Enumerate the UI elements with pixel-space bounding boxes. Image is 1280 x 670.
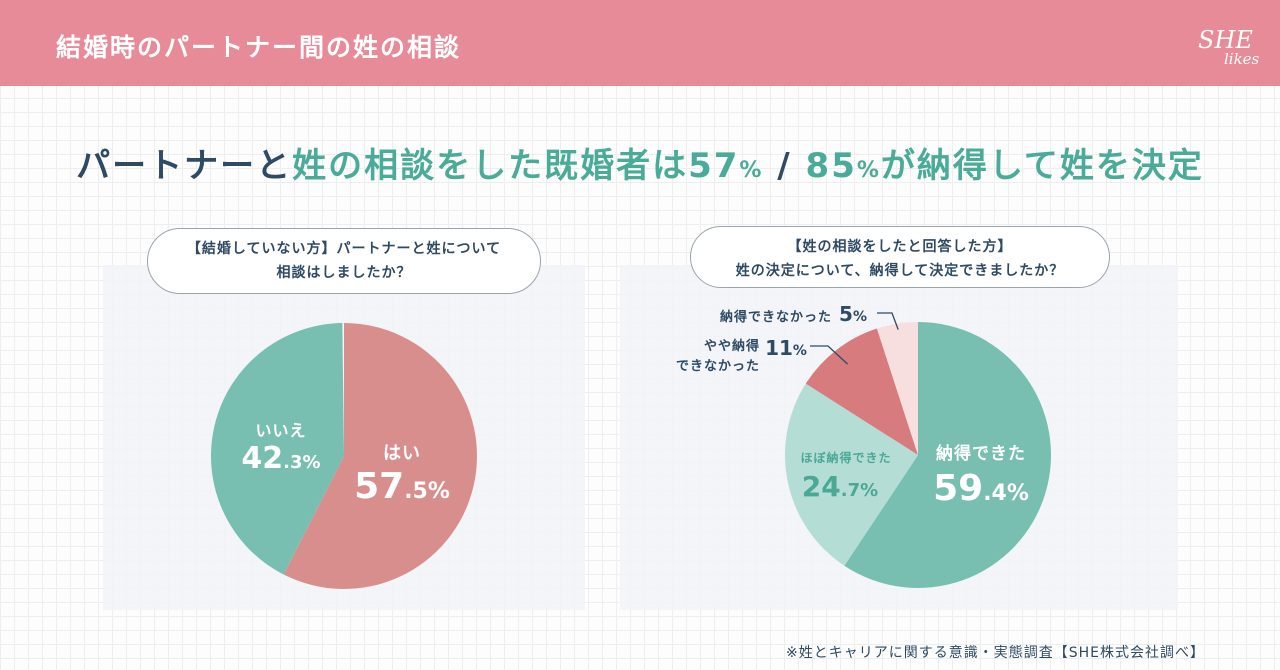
pie2-value-3: 5% <box>839 302 867 326</box>
pie2-label-3: 納得できなかった <box>720 309 832 325</box>
headline: パートナーと姓の相談をした既婚者は57% / 85%が納得して姓を決定 <box>0 138 1280 187</box>
pie2-slice-1 <box>785 383 918 566</box>
logo-text-she: SHE <box>1198 26 1253 54</box>
pie2-leader-3 <box>877 312 899 330</box>
pie1-label-0: はい <box>383 443 421 464</box>
pie2-value-1: 24.7% <box>802 470 878 503</box>
she-likes-logo: SHE likes <box>1198 26 1260 68</box>
pie1-slice-0 <box>283 323 478 589</box>
right-question-line1: 【姓の相談をしたと回答した方】 <box>787 239 1013 255</box>
pie2-label-0: 納得できた <box>936 443 1026 464</box>
pie2-label-1: ほぼ納得できた <box>800 450 891 465</box>
pie1-value-0: 57.5% <box>354 466 450 507</box>
pie1-slice-1 <box>211 323 344 575</box>
right-question-bubble: 【姓の相談をしたと回答した方】 姓の決定について、納得して決定できましたか？ <box>690 226 1110 288</box>
headline-pct2: % <box>856 158 881 183</box>
pie2-slice-3 <box>876 322 918 455</box>
headline-pct1: % <box>739 158 764 183</box>
header-bar: 結婚時のパートナー間の姓の相談 SHE likes <box>0 0 1280 86</box>
pie2-leader-2 <box>810 345 849 365</box>
headline-part3: 85 <box>805 146 857 186</box>
left-question-line1: 【結婚していない方】パートナーと姓について <box>186 241 502 257</box>
left-question-bubble: 【結婚していない方】パートナーと姓について 相談はしましたか？ <box>147 228 541 294</box>
pie2-slice-2 <box>805 328 918 455</box>
pie2-slice-0 <box>844 322 1051 588</box>
left-question-line2: 相談はしましたか？ <box>276 265 412 281</box>
right-question-line2: 姓の決定について、納得して決定できましたか？ <box>735 263 1065 279</box>
headline-slash: / <box>763 146 806 186</box>
pie1-value-1: 42.3% <box>241 441 320 476</box>
headline-part1: パートナーと <box>76 146 293 186</box>
headline-part2: 姓の相談をした既婚者は57 <box>292 146 740 186</box>
pie2-value-2: 11% <box>765 336 807 360</box>
pie2-label-2-line2: できなかった <box>676 359 760 374</box>
page-title: 結婚時のパートナー間の姓の相談 <box>56 33 462 62</box>
logo-text-likes: likes <box>1224 50 1260 68</box>
footnote: ※姓とキャリアに関する意識・実態調査【SHE株式会社調べ】 <box>786 645 1205 661</box>
pie2-value-0: 59.4% <box>933 468 1029 509</box>
pie2-label-2-line1: やや納得 <box>704 338 760 354</box>
pie1-label-1: いいえ <box>255 421 306 440</box>
headline-part4: が納得して姓を決定 <box>880 146 1204 186</box>
